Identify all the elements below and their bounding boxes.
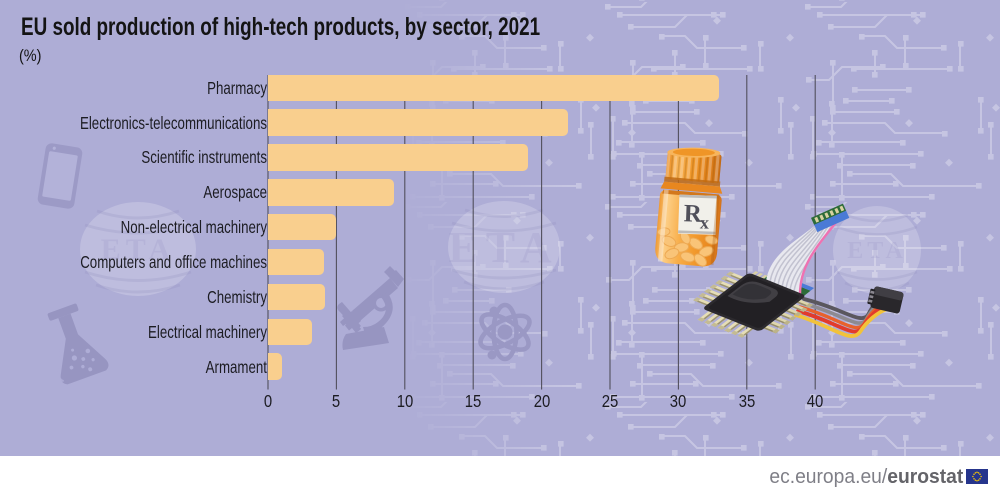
svg-text:ETA: ETA [101,233,175,266]
svg-text:ETA: ETA [448,223,559,272]
svg-text:ETA: ETA [847,238,907,264]
